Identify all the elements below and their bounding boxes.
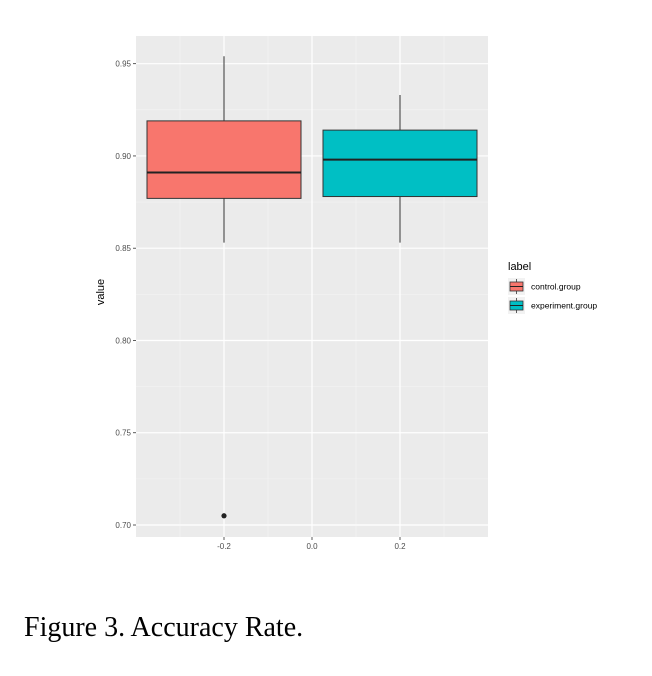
y-tick-label: 0.80 — [115, 336, 131, 345]
y-tick-label: 0.85 — [115, 244, 131, 253]
x-axis: -0.2 0.0 0.2 — [217, 537, 406, 551]
x-tick-label: -0.2 — [217, 542, 231, 551]
box-experiment-group — [322, 95, 478, 243]
y-axis-title: value — [95, 279, 107, 305]
legend-label: control.group — [531, 282, 581, 292]
legend-key-control-group — [508, 278, 525, 295]
x-tick-label: 0.2 — [394, 542, 406, 551]
box-control-group — [146, 56, 302, 519]
box-iqr — [146, 120, 302, 199]
figure-caption: Figure 3. Accuracy Rate. — [24, 612, 304, 643]
y-axis: 0.70 0.75 0.80 0.85 0.90 0.95 — [115, 60, 136, 530]
outlier-point — [221, 513, 227, 519]
legend-label: experiment.group — [531, 301, 597, 311]
box-iqr — [322, 129, 478, 198]
legend-title: label — [508, 261, 531, 273]
x-tick-label: 0.0 — [306, 542, 318, 551]
y-tick-label: 0.75 — [115, 429, 131, 438]
legend-key-experiment-group — [508, 297, 525, 314]
y-tick-label: 0.70 — [115, 521, 131, 530]
y-tick-label: 0.95 — [115, 60, 131, 69]
y-tick-label: 0.90 — [115, 152, 131, 161]
box-plot-chart: 0.70 0.75 0.80 0.85 0.90 0.95 -0.2 0.0 0.2 valu… — [95, 36, 597, 551]
legend: label control.group experiment.group — [508, 261, 597, 314]
boxes — [146, 56, 478, 519]
